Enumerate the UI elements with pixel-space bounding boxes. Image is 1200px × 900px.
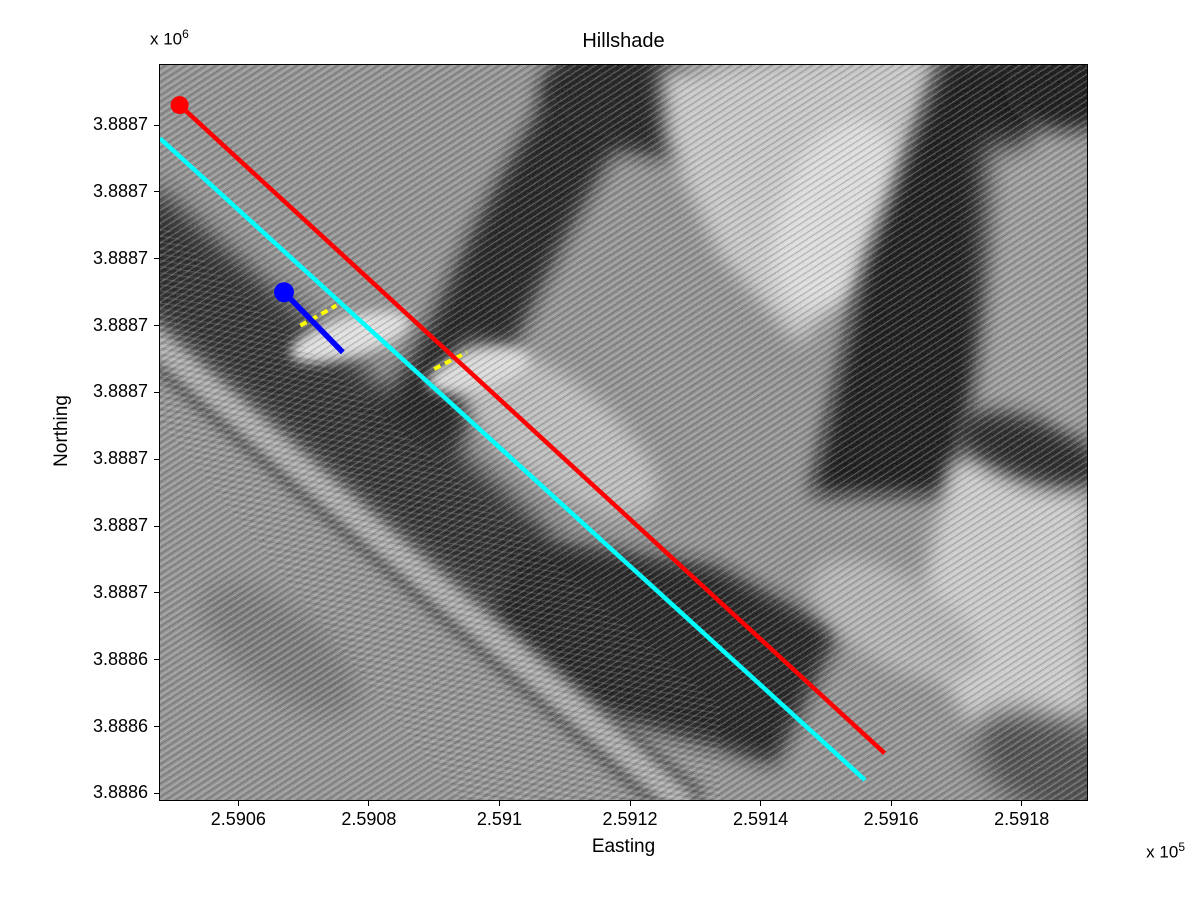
x-tick-label: 2.5906 <box>210 809 266 829</box>
y-tick-label: 3.8887 <box>92 381 148 402</box>
x-tick-mark <box>629 801 631 806</box>
x-tick-label: 2.5912 <box>602 809 658 829</box>
y-tick-label: 3.8887 <box>92 448 148 469</box>
x-tick-mark <box>760 801 762 806</box>
y-tick-mark <box>154 659 160 661</box>
x-tick-mark <box>890 801 892 806</box>
y-tick-label: 3.8887 <box>92 314 148 335</box>
y-tick-label: 3.8887 <box>92 114 148 135</box>
x-mult-base: x 10 <box>1146 842 1179 862</box>
series-yellow-dashed-1 <box>299 303 338 328</box>
x-tick-label: 2.5914 <box>733 809 789 829</box>
y-tick-label: 3.8886 <box>92 782 148 803</box>
terrain-base <box>160 65 1087 800</box>
series-red-line-marker <box>170 96 189 115</box>
x-mult-exponent: 5 <box>1178 840 1185 854</box>
y-tick-mark <box>154 726 160 727</box>
y-mult-base: x 10 <box>150 29 183 49</box>
x-tick-label: 2.5908 <box>341 809 397 829</box>
x-tick-mark <box>498 801 500 806</box>
y-tick-mark <box>154 592 160 594</box>
x-tick-label: 2.5918 <box>994 809 1050 829</box>
series-cyan-line <box>160 136 867 782</box>
y-tick-label: 3.8887 <box>92 180 148 201</box>
x-axis-multiplier: x 105 <box>1090 840 1185 863</box>
x-tick-label: 2.591 <box>476 809 522 829</box>
x-tick-mark <box>237 801 239 806</box>
series-yellow-dashed-2 <box>433 350 468 371</box>
y-tick-mark <box>154 391 160 393</box>
y-mult-exponent: 6 <box>182 27 189 41</box>
y-tick-label: 3.8886 <box>92 648 148 669</box>
y-tick-label: 3.8887 <box>92 515 148 536</box>
x-tick-label: 2.5916 <box>863 809 919 829</box>
y-tick-mark <box>154 124 160 126</box>
y-tick-mark <box>154 325 160 327</box>
x-tick-mark <box>1021 801 1023 806</box>
terrain-horizontal-streaks <box>160 222 720 800</box>
y-tick-mark <box>154 191 160 193</box>
series-red-line <box>178 103 887 755</box>
hillshade-image <box>160 65 1087 800</box>
y-tick-mark <box>154 258 160 260</box>
y-tick-label: 3.8886 <box>92 715 148 736</box>
x-axis-label: Easting <box>591 836 656 857</box>
y-tick-mark <box>154 792 160 794</box>
y-tick-mark <box>154 458 160 460</box>
plot-title: Hillshade <box>582 30 665 52</box>
x-tick-mark <box>368 801 370 806</box>
series-blue-line-marker <box>274 282 294 303</box>
series-blue-line <box>282 290 345 355</box>
y-tick-label: 3.8887 <box>92 247 148 268</box>
overlay-lines-layer <box>160 96 887 782</box>
plot-area <box>159 64 1088 801</box>
y-axis-multiplier: x 106 <box>150 27 189 50</box>
y-tick-mark <box>154 525 160 527</box>
y-tick-label: 3.8887 <box>92 581 148 602</box>
